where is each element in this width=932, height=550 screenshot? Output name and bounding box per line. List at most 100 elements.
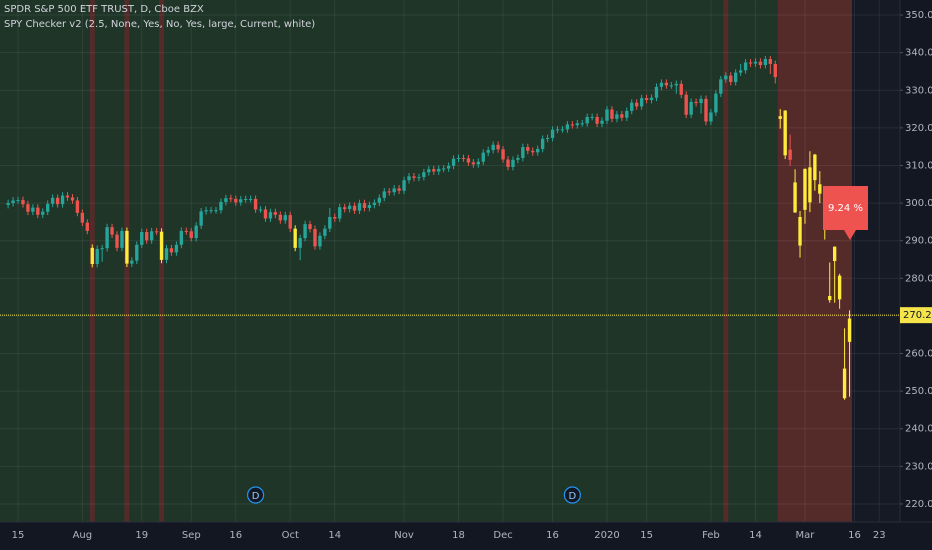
candle-body [90,247,94,265]
candle-body [229,198,233,200]
candle-body [615,114,619,119]
x-tick-label: 18 [452,530,465,541]
candle-body [382,191,386,198]
y-tick-label: 290.00 [905,236,932,247]
candle-body [798,216,802,246]
y-tick-label: 330.00 [905,85,932,96]
candle-body [362,203,367,208]
x-tick-label: Nov [394,530,414,541]
candle-body [837,275,842,300]
candle-body [26,204,30,212]
candle-body [506,159,510,167]
candle-body [808,167,812,203]
candle-body [729,75,733,82]
candle-body [21,200,25,205]
candle-body [392,188,396,193]
time-axis-panel [0,522,932,550]
candle-body [135,244,139,261]
candle-body [753,61,758,64]
candle-body [540,138,545,149]
candle-body [491,144,495,151]
candle-body [342,207,347,210]
candle-body [828,295,832,301]
candle-body [738,70,743,73]
candle-body [649,97,654,101]
candle-body [669,85,674,87]
candle-body [555,129,560,131]
event-label: D [568,491,576,502]
candle-body [50,197,55,204]
event-label: D [252,491,260,502]
x-tick-label: 15 [640,530,653,541]
signal-band [777,0,852,522]
y-tick-label: 310.00 [905,160,932,171]
candle-body [674,83,678,86]
candle-body [283,215,287,221]
candle-body [318,235,322,247]
candle-body [803,168,807,210]
x-tick-label: Feb [702,530,720,541]
candle-body [100,248,104,250]
x-tick-label: Sep [182,530,201,541]
candle-body [758,61,763,66]
candle-body [80,212,85,223]
candle-body [194,225,198,239]
candle-body [36,207,40,215]
candle-body [768,59,773,64]
candle-body [338,207,342,219]
candle-body [427,169,431,173]
candle-body [174,244,179,253]
callout-text: 9.24 % [828,203,863,214]
candle-body [526,147,530,151]
candle-body [120,230,124,248]
candle-body [149,231,154,241]
x-tick-label: 16 [229,530,242,541]
candle-body [575,123,579,126]
candle-body [620,114,624,118]
event-marker [563,486,581,504]
candle-body [422,172,426,178]
candle-body [278,214,283,221]
candle-body [570,124,575,126]
candle-body [625,110,629,118]
candle-body [466,158,471,163]
candle-body [397,188,401,191]
x-tick-label: Aug [73,530,93,541]
candle-body [333,216,337,219]
candle-body [407,176,411,181]
price-label: 270.20 [903,310,932,321]
candle-body [471,162,476,165]
candle-body [125,230,129,264]
candle-body [560,129,565,131]
candle-body [847,318,852,342]
candle-body [145,232,149,241]
candle-body [788,149,792,160]
candle-body [224,198,228,202]
candle-body [689,101,693,115]
candle-body [244,198,248,200]
candle-body [580,123,584,125]
x-tick-label: 2020 [594,530,619,541]
candle-body [590,116,594,118]
x-tick-label: 14 [328,530,341,541]
candle-body [531,150,535,153]
candle-body [778,116,782,119]
price-axis-panel [900,0,932,550]
x-tick-label: 16 [546,530,559,541]
candle-body [372,202,377,205]
candle-body [536,148,540,153]
candle-body [189,231,193,239]
candle-body [377,197,382,203]
candle-body [565,124,570,130]
candle-body [644,98,649,101]
candle-body [367,204,372,208]
y-tick-label: 280.00 [905,273,932,284]
candle-body [293,228,297,248]
candle-body [451,158,456,166]
candle-body [154,231,159,233]
x-tick-label: Oct [282,530,299,541]
signal-band [723,0,729,522]
y-tick-label: 250.00 [905,386,932,397]
candle-body [511,159,515,167]
candle-body [417,177,421,179]
